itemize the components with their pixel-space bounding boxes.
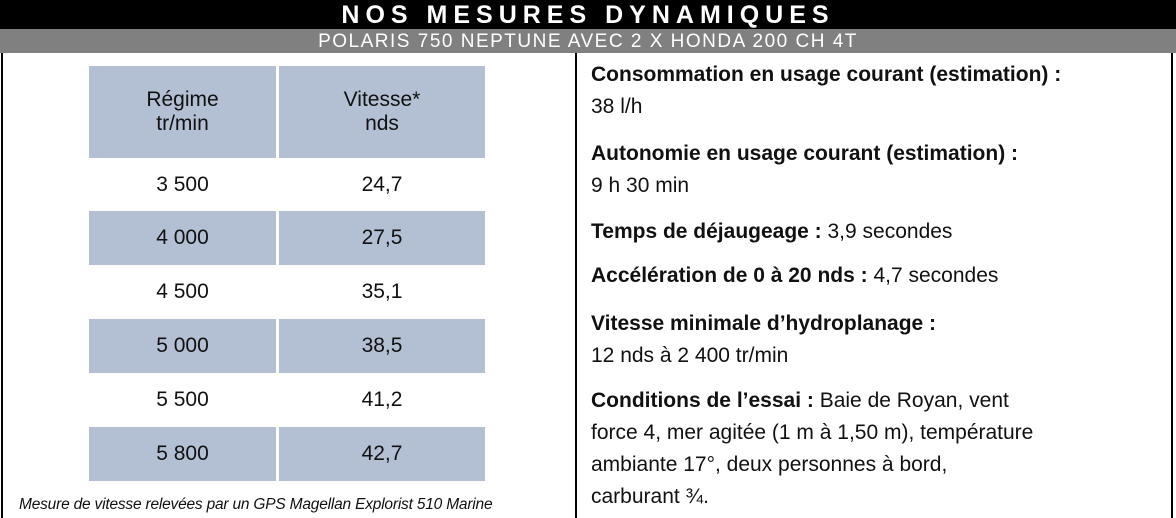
page-title: NOS MESURES DYNAMIQUES: [0, 0, 1176, 29]
info-value: 4,7 secondes: [867, 264, 999, 287]
info-label: Conditions de l’essai :: [591, 389, 814, 412]
column-divider: [575, 53, 577, 518]
info-value: force 4, mer agitée (1 m à 1,50 m), temp…: [591, 421, 1034, 444]
info-label: Autonomie en usage courant (estimation) …: [591, 142, 1019, 165]
cell-vitesse: 24,7: [361, 172, 403, 196]
info-consommation: Consommation en usage courant (estimatio…: [591, 59, 1161, 123]
info-value: 38 l/h: [591, 95, 643, 118]
info-value: Baie de Royan, vent: [813, 389, 1009, 412]
cell-vitesse: 35,1: [361, 280, 403, 303]
table-row: 5 000 38,5: [89, 319, 485, 373]
column-header-line: Régime: [146, 88, 219, 111]
column-header-line: Vitesse*: [343, 88, 421, 111]
cell-regime: 5 500: [156, 388, 209, 411]
cell-vitesse: 42,7: [279, 427, 485, 481]
table-header-row: Régime tr/min Vitesse* nds: [89, 66, 485, 158]
info-value: 12 nds à 2 400 tr/min: [591, 344, 789, 367]
info-label: Vitesse minimale d’hydroplanage :: [591, 312, 937, 335]
cell-vitesse: 27,5: [279, 211, 485, 265]
column-header-regime: Régime tr/min: [89, 66, 276, 158]
table-row: 4 000 27,5: [89, 211, 485, 265]
table-row: 3 500 24,7: [89, 158, 485, 211]
info-acceleration: Accélération de 0 à 20 nds : 4,7 seconde…: [591, 260, 1161, 292]
table-row: 4 500 35,1: [89, 265, 485, 319]
column-header-vitesse: Vitesse* nds: [279, 66, 485, 158]
cell-vitesse: 41,2: [361, 388, 403, 411]
cell-regime: 4 000: [89, 211, 276, 265]
info-value: 9 h 30 min: [591, 174, 690, 197]
info-dejaugeage: Temps de déjaugeage : 3,9 secondes: [591, 216, 1161, 248]
info-autonomie: Autonomie en usage courant (estimation) …: [591, 138, 1161, 202]
info-vitesse-minimale: Vitesse minimale d’hydroplanage : 12 nds…: [591, 308, 1161, 372]
info-value: carburant ¾.: [591, 485, 709, 508]
column-header-unit: tr/min: [156, 112, 209, 135]
cell-regime: 5 800: [89, 427, 276, 481]
cell-regime: 5 000: [89, 319, 276, 373]
info-value: ambiante 17°, deux personnes à bord,: [591, 453, 948, 476]
cell-vitesse: 38,5: [279, 319, 485, 373]
info-label: Accélération de 0 à 20 nds :: [591, 264, 868, 287]
info-label: Temps de déjaugeage :: [591, 220, 822, 243]
info-conditions: Conditions de l’essai : Baie de Royan, v…: [591, 385, 1161, 513]
cell-regime: 4 500: [156, 280, 209, 303]
content-frame: [1, 53, 1173, 518]
column-header-unit: nds: [365, 112, 399, 135]
footnote: Mesure de vitesse relevées par un GPS Ma…: [19, 496, 493, 513]
info-value: 3,9 secondes: [821, 220, 953, 243]
info-label: Consommation en usage courant (estimatio…: [591, 63, 1062, 86]
table-row: 5 800 42,7: [89, 427, 485, 481]
page-subtitle: POLARIS 750 NEPTUNE AVEC 2 X HONDA 200 C…: [0, 29, 1176, 53]
table-row: 5 500 41,2: [89, 373, 485, 427]
cell-regime: 3 500: [156, 172, 209, 196]
